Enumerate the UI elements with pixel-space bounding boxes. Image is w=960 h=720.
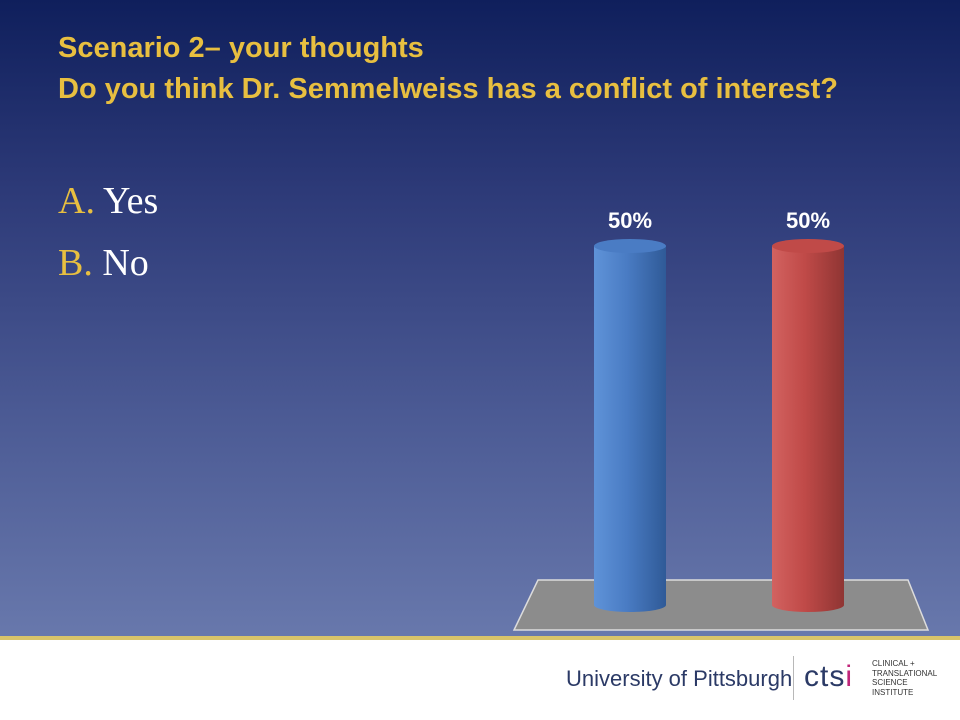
option-a-text: Yes [103,180,159,222]
bar-body [772,246,844,612]
ctsi-t: t [820,660,830,693]
footer-bar [0,640,960,720]
bar-top [772,239,844,253]
option-b-letter: B. [58,242,93,284]
bar-body [594,246,666,612]
bar-yes: 50% [594,208,666,612]
ctsi-institute-text: CLINICAL + TRANSLATIONAL SCIENCE INSTITU… [872,659,937,697]
data-label: 50% [608,208,652,233]
bar-no: 50% [772,208,844,612]
bar-chart: 50% 50% [512,208,930,631]
bar-top [594,239,666,253]
ctsi-c: c [804,660,820,693]
institute-line-3: SCIENCE [872,678,908,687]
answer-options: A. Yes B. No [58,176,158,300]
ctsi-logo: ctsi [804,660,853,694]
institute-line-2: TRANSLATIONAL [872,668,938,678]
slide-title: Scenario 2– your thoughts Do you think D… [58,28,938,110]
title-line-1: Scenario 2– your thoughts [58,32,424,64]
option-b-text: No [102,242,149,284]
logo-divider [793,656,794,700]
ctsi-s: s [829,660,846,693]
data-label: 50% [786,208,830,233]
option-a: A. Yes [58,176,158,238]
university-logo-text: University of Pittsburgh [566,666,793,691]
footer-divider-line [0,636,960,640]
chart-floor [512,579,930,631]
ctsi-i: i [845,660,854,693]
institute-line-4: INSTITUTE [872,687,914,697]
option-b: B. No [58,238,158,300]
option-a-letter: A. [58,180,95,222]
title-line-2: Do you think Dr. Semmelweiss has a confl… [58,73,838,105]
institute-line-1: CLINICAL + [872,659,915,668]
